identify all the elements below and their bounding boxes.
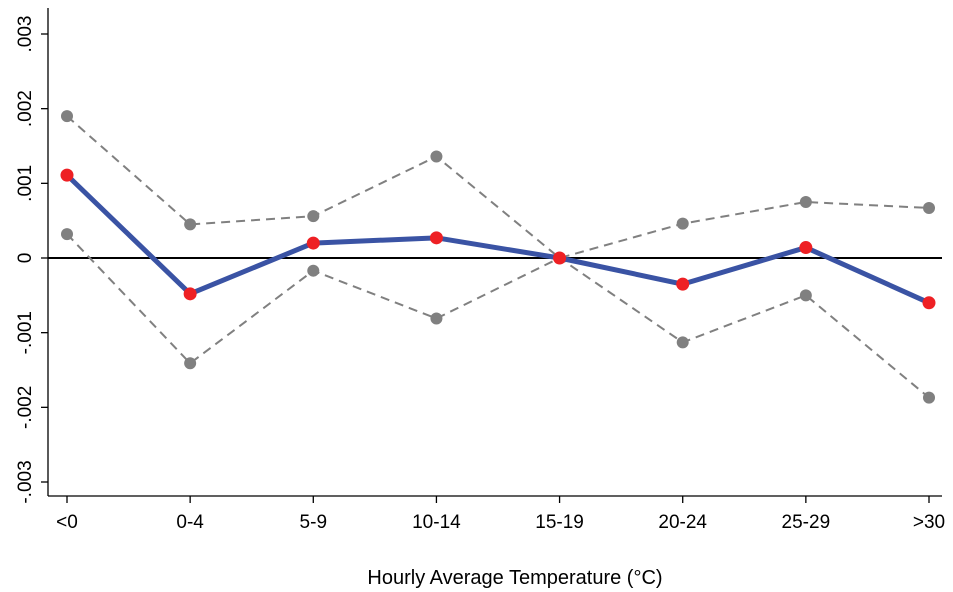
series-point-estimate — [429, 231, 443, 245]
series-point-estimate — [183, 287, 197, 301]
series-point-upper-bound — [61, 110, 73, 123]
x-axis-title: Hourly Average Temperature (°C) — [367, 567, 662, 589]
series-point-upper-bound — [184, 218, 197, 231]
series-point-lower-bound — [799, 289, 812, 302]
y-tick-label: -.002 — [15, 386, 36, 429]
series-point-upper-bound — [430, 150, 443, 163]
series-point-lower-bound — [61, 228, 73, 241]
series-point-lower-bound — [430, 312, 443, 325]
series-layer — [60, 110, 936, 404]
y-tick-label: .002 — [15, 90, 36, 127]
series-point-upper-bound — [923, 201, 935, 214]
x-tick-label: 0-4 — [176, 512, 204, 533]
x-tick-label: 5-9 — [300, 512, 327, 533]
series-point-estimate — [306, 236, 320, 250]
y-tick-label: -.003 — [15, 460, 36, 503]
series-point-upper-bound — [676, 217, 689, 230]
x-tick-label: 10-14 — [412, 512, 461, 533]
y-tick-label: .001 — [15, 165, 36, 202]
series-point-estimate — [60, 168, 74, 182]
series-line-upper-bound — [66, 115, 930, 259]
x-tick-label: 25-29 — [782, 512, 831, 533]
series-point-estimate — [799, 241, 813, 255]
series-point-lower-bound — [676, 336, 689, 349]
series-line-lower-bound — [66, 233, 930, 399]
series-point-lower-bound — [184, 357, 197, 370]
x-tick-label: 15-19 — [535, 512, 584, 533]
y-tick-label: .003 — [15, 16, 36, 53]
x-tick-label: <0 — [56, 512, 78, 533]
x-tick-label: 20-24 — [658, 512, 707, 533]
series-point-upper-bound — [307, 210, 320, 223]
series-point-estimate — [676, 277, 690, 291]
series-point-lower-bound — [307, 264, 320, 277]
series-point-lower-bound — [923, 391, 935, 404]
x-tick-label: >30 — [913, 512, 945, 533]
x-axis: <0 0-4 5-9 10-14 15-19 20-24 25-29 >30 — [48, 495, 945, 533]
y-tick-label: 0 — [15, 253, 36, 264]
series-point-estimate — [922, 296, 936, 310]
series-line-estimate — [64, 172, 932, 306]
series-point-upper-bound — [799, 196, 812, 208]
series-point-estimate — [553, 251, 567, 265]
y-axis: -.003 -.002 -.001 0 .001 .002 .003 — [15, 8, 49, 504]
y-tick-label: -.001 — [15, 311, 36, 354]
